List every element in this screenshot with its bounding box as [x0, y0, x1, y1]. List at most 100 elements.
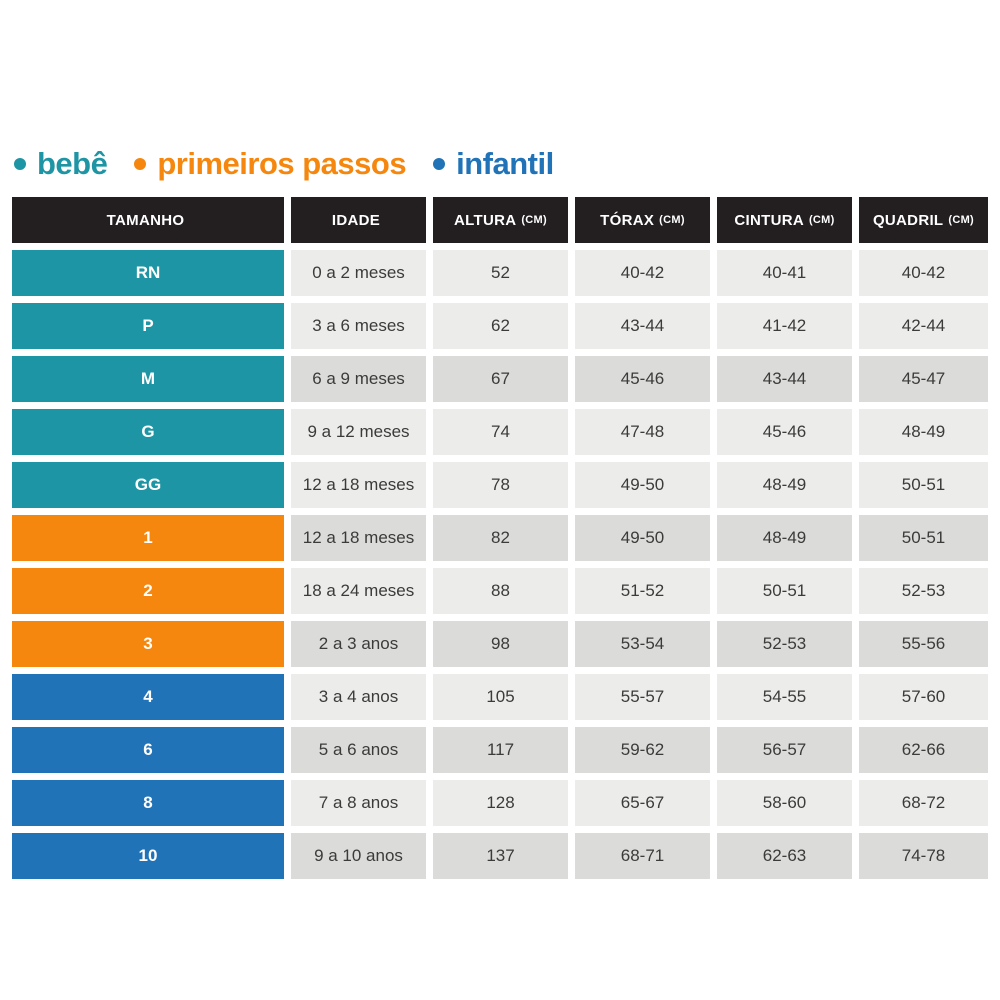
hip-cell: 74-78: [859, 833, 988, 879]
hip-cell: 52-53: [859, 568, 988, 614]
age-cell: 0 a 2 meses: [291, 250, 426, 296]
waist-cell: 48-49: [717, 515, 852, 561]
waist-cell: 56-57: [717, 727, 852, 773]
legend: bebê primeiros passos infantil: [14, 146, 554, 182]
chest-cell: 53-54: [575, 621, 710, 667]
age-cell: 12 a 18 meses: [291, 462, 426, 508]
chest-cell: 47-48: [575, 409, 710, 455]
chest-cell: 43-44: [575, 303, 710, 349]
column-header-label: TÓRAX: [600, 211, 655, 229]
chest-cell: 68-71: [575, 833, 710, 879]
height-cell: 52: [433, 250, 568, 296]
legend-item-infantil: infantil: [433, 146, 554, 182]
chest-cell: 49-50: [575, 462, 710, 508]
hip-cell: 68-72: [859, 780, 988, 826]
waist-cell: 40-41: [717, 250, 852, 296]
waist-cell: 45-46: [717, 409, 852, 455]
chest-cell: 65-67: [575, 780, 710, 826]
chest-cell: 40-42: [575, 250, 710, 296]
age-cell: 6 a 9 meses: [291, 356, 426, 402]
size-cell: 8: [12, 780, 284, 826]
column-header-cintura: CINTURA (CM): [717, 197, 852, 243]
size-cell: G: [12, 409, 284, 455]
column-header-label: ALTURA: [454, 211, 517, 229]
legend-item-bebe: bebê: [14, 146, 108, 182]
waist-cell: 58-60: [717, 780, 852, 826]
age-cell: 7 a 8 anos: [291, 780, 426, 826]
column-header-quadril: QUADRIL (CM): [859, 197, 988, 243]
size-cell: 10: [12, 833, 284, 879]
size-cell: M: [12, 356, 284, 402]
waist-cell: 52-53: [717, 621, 852, 667]
height-cell: 67: [433, 356, 568, 402]
column-header-label: CINTURA: [734, 211, 804, 229]
hip-cell: 50-51: [859, 515, 988, 561]
chest-cell: 59-62: [575, 727, 710, 773]
age-cell: 18 a 24 meses: [291, 568, 426, 614]
bullet-dot-icon: [134, 158, 147, 170]
legend-label: primeiros passos: [157, 146, 407, 181]
column-header-torax: TÓRAX (CM): [575, 197, 710, 243]
waist-cell: 43-44: [717, 356, 852, 402]
column-header-tamanho: TAMANHO: [12, 197, 284, 243]
size-cell: P: [12, 303, 284, 349]
size-cell: RN: [12, 250, 284, 296]
hip-cell: 57-60: [859, 674, 988, 720]
legend-item-primeiros-passos: primeiros passos: [134, 146, 407, 182]
size-cell: 2: [12, 568, 284, 614]
height-cell: 117: [433, 727, 568, 773]
chest-cell: 51-52: [575, 568, 710, 614]
column-header-label: QUADRIL: [872, 211, 944, 229]
age-cell: 12 a 18 meses: [291, 515, 426, 561]
hip-cell: 45-47: [859, 356, 988, 402]
height-cell: 82: [433, 515, 568, 561]
age-cell: 9 a 12 meses: [291, 409, 426, 455]
size-cell: 3: [12, 621, 284, 667]
hip-cell: 62-66: [859, 727, 988, 773]
hip-cell: 40-42: [859, 250, 988, 296]
hip-cell: 48-49: [859, 409, 988, 455]
size-cell: GG: [12, 462, 284, 508]
waist-cell: 41-42: [717, 303, 852, 349]
column-header-unit: (CM): [808, 214, 835, 226]
age-cell: 9 a 10 anos: [291, 833, 426, 879]
height-cell: 105: [433, 674, 568, 720]
height-cell: 128: [433, 780, 568, 826]
column-header-label: IDADE: [331, 211, 381, 229]
age-cell: 2 a 3 anos: [291, 621, 426, 667]
height-cell: 137: [433, 833, 568, 879]
hip-cell: 55-56: [859, 621, 988, 667]
column-header-altura: ALTURA (CM): [433, 197, 568, 243]
column-header-unit: (CM): [948, 214, 975, 226]
height-cell: 62: [433, 303, 568, 349]
waist-cell: 54-55: [717, 674, 852, 720]
legend-label: bebê: [37, 146, 108, 181]
age-cell: 5 a 6 anos: [291, 727, 426, 773]
height-cell: 74: [433, 409, 568, 455]
height-cell: 98: [433, 621, 568, 667]
waist-cell: 50-51: [717, 568, 852, 614]
chest-cell: 45-46: [575, 356, 710, 402]
waist-cell: 62-63: [717, 833, 852, 879]
age-cell: 3 a 4 anos: [291, 674, 426, 720]
column-header-unit: (CM): [521, 214, 547, 226]
age-cell: 3 a 6 meses: [291, 303, 426, 349]
column-header-label: TAMANHO: [106, 211, 185, 229]
chest-cell: 55-57: [575, 674, 710, 720]
size-cell: 4: [12, 674, 284, 720]
waist-cell: 48-49: [717, 462, 852, 508]
legend-label: infantil: [456, 146, 554, 181]
hip-cell: 42-44: [859, 303, 988, 349]
bullet-dot-icon: [14, 158, 26, 170]
size-cell: 6: [12, 727, 284, 773]
bullet-dot-icon: [433, 158, 446, 170]
height-cell: 88: [433, 568, 568, 614]
size-cell: 1: [12, 515, 284, 561]
hip-cell: 50-51: [859, 462, 988, 508]
height-cell: 78: [433, 462, 568, 508]
column-header-idade: IDADE: [291, 197, 426, 243]
chest-cell: 49-50: [575, 515, 710, 561]
column-header-unit: (CM): [659, 214, 685, 226]
size-chart-table: TAMANHO IDADE ALTURA (CM) TÓRAX (CM) CIN…: [12, 197, 988, 879]
